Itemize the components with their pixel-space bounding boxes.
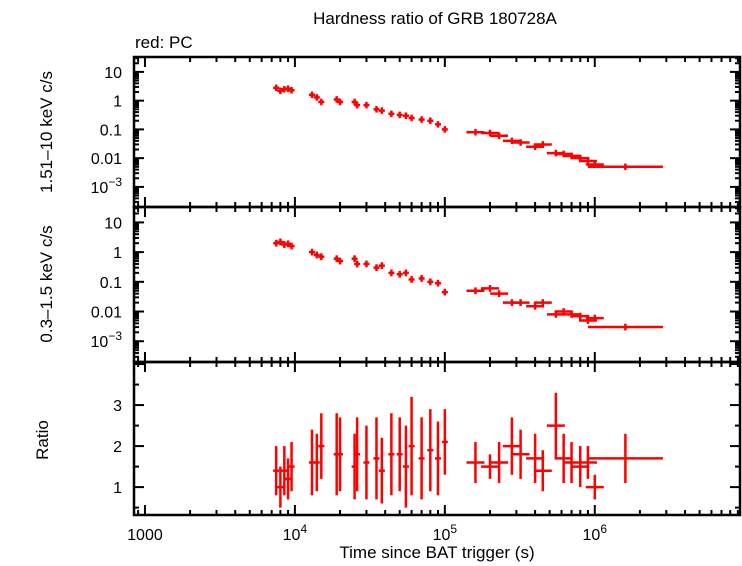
panel-frame-3 bbox=[132, 360, 742, 517]
y-tick-label: 10 bbox=[104, 215, 122, 232]
y-tick-label: 3 bbox=[113, 398, 122, 415]
x-tick-label: 106 bbox=[583, 522, 608, 544]
panel2-y-label: 0.3–1.5 keV c/s bbox=[37, 225, 56, 342]
y-tick-label: 0.01 bbox=[91, 151, 122, 168]
y-tick-label: 0.01 bbox=[91, 305, 122, 322]
y-tick-label: 0.1 bbox=[100, 122, 122, 139]
y-tick-label: 10−3 bbox=[91, 329, 123, 351]
chart-title: Hardness ratio of GRB 180728A bbox=[313, 9, 557, 28]
legend-note: red: PC bbox=[135, 33, 193, 52]
y-tick-label: 10−3 bbox=[91, 175, 123, 197]
x-tick-label: 1000 bbox=[127, 527, 163, 544]
x-axis-label: Time since BAT trigger (s) bbox=[339, 543, 534, 562]
x-tick-label: 104 bbox=[283, 522, 308, 544]
y-tick-label: 0.1 bbox=[100, 275, 122, 292]
panel-frame-1 bbox=[132, 55, 742, 209]
panel1-y-label: 1.51–10 keV c/s bbox=[37, 71, 56, 193]
y-tick-label: 10 bbox=[104, 65, 122, 82]
y-tick-label: 1 bbox=[113, 94, 122, 111]
panel3-y-label: Ratio bbox=[33, 420, 52, 460]
y-tick-label: 1 bbox=[113, 480, 122, 497]
y-tick-label: 1 bbox=[113, 245, 122, 262]
y-tick-label: 2 bbox=[113, 439, 122, 456]
x-tick-label: 105 bbox=[433, 522, 458, 544]
